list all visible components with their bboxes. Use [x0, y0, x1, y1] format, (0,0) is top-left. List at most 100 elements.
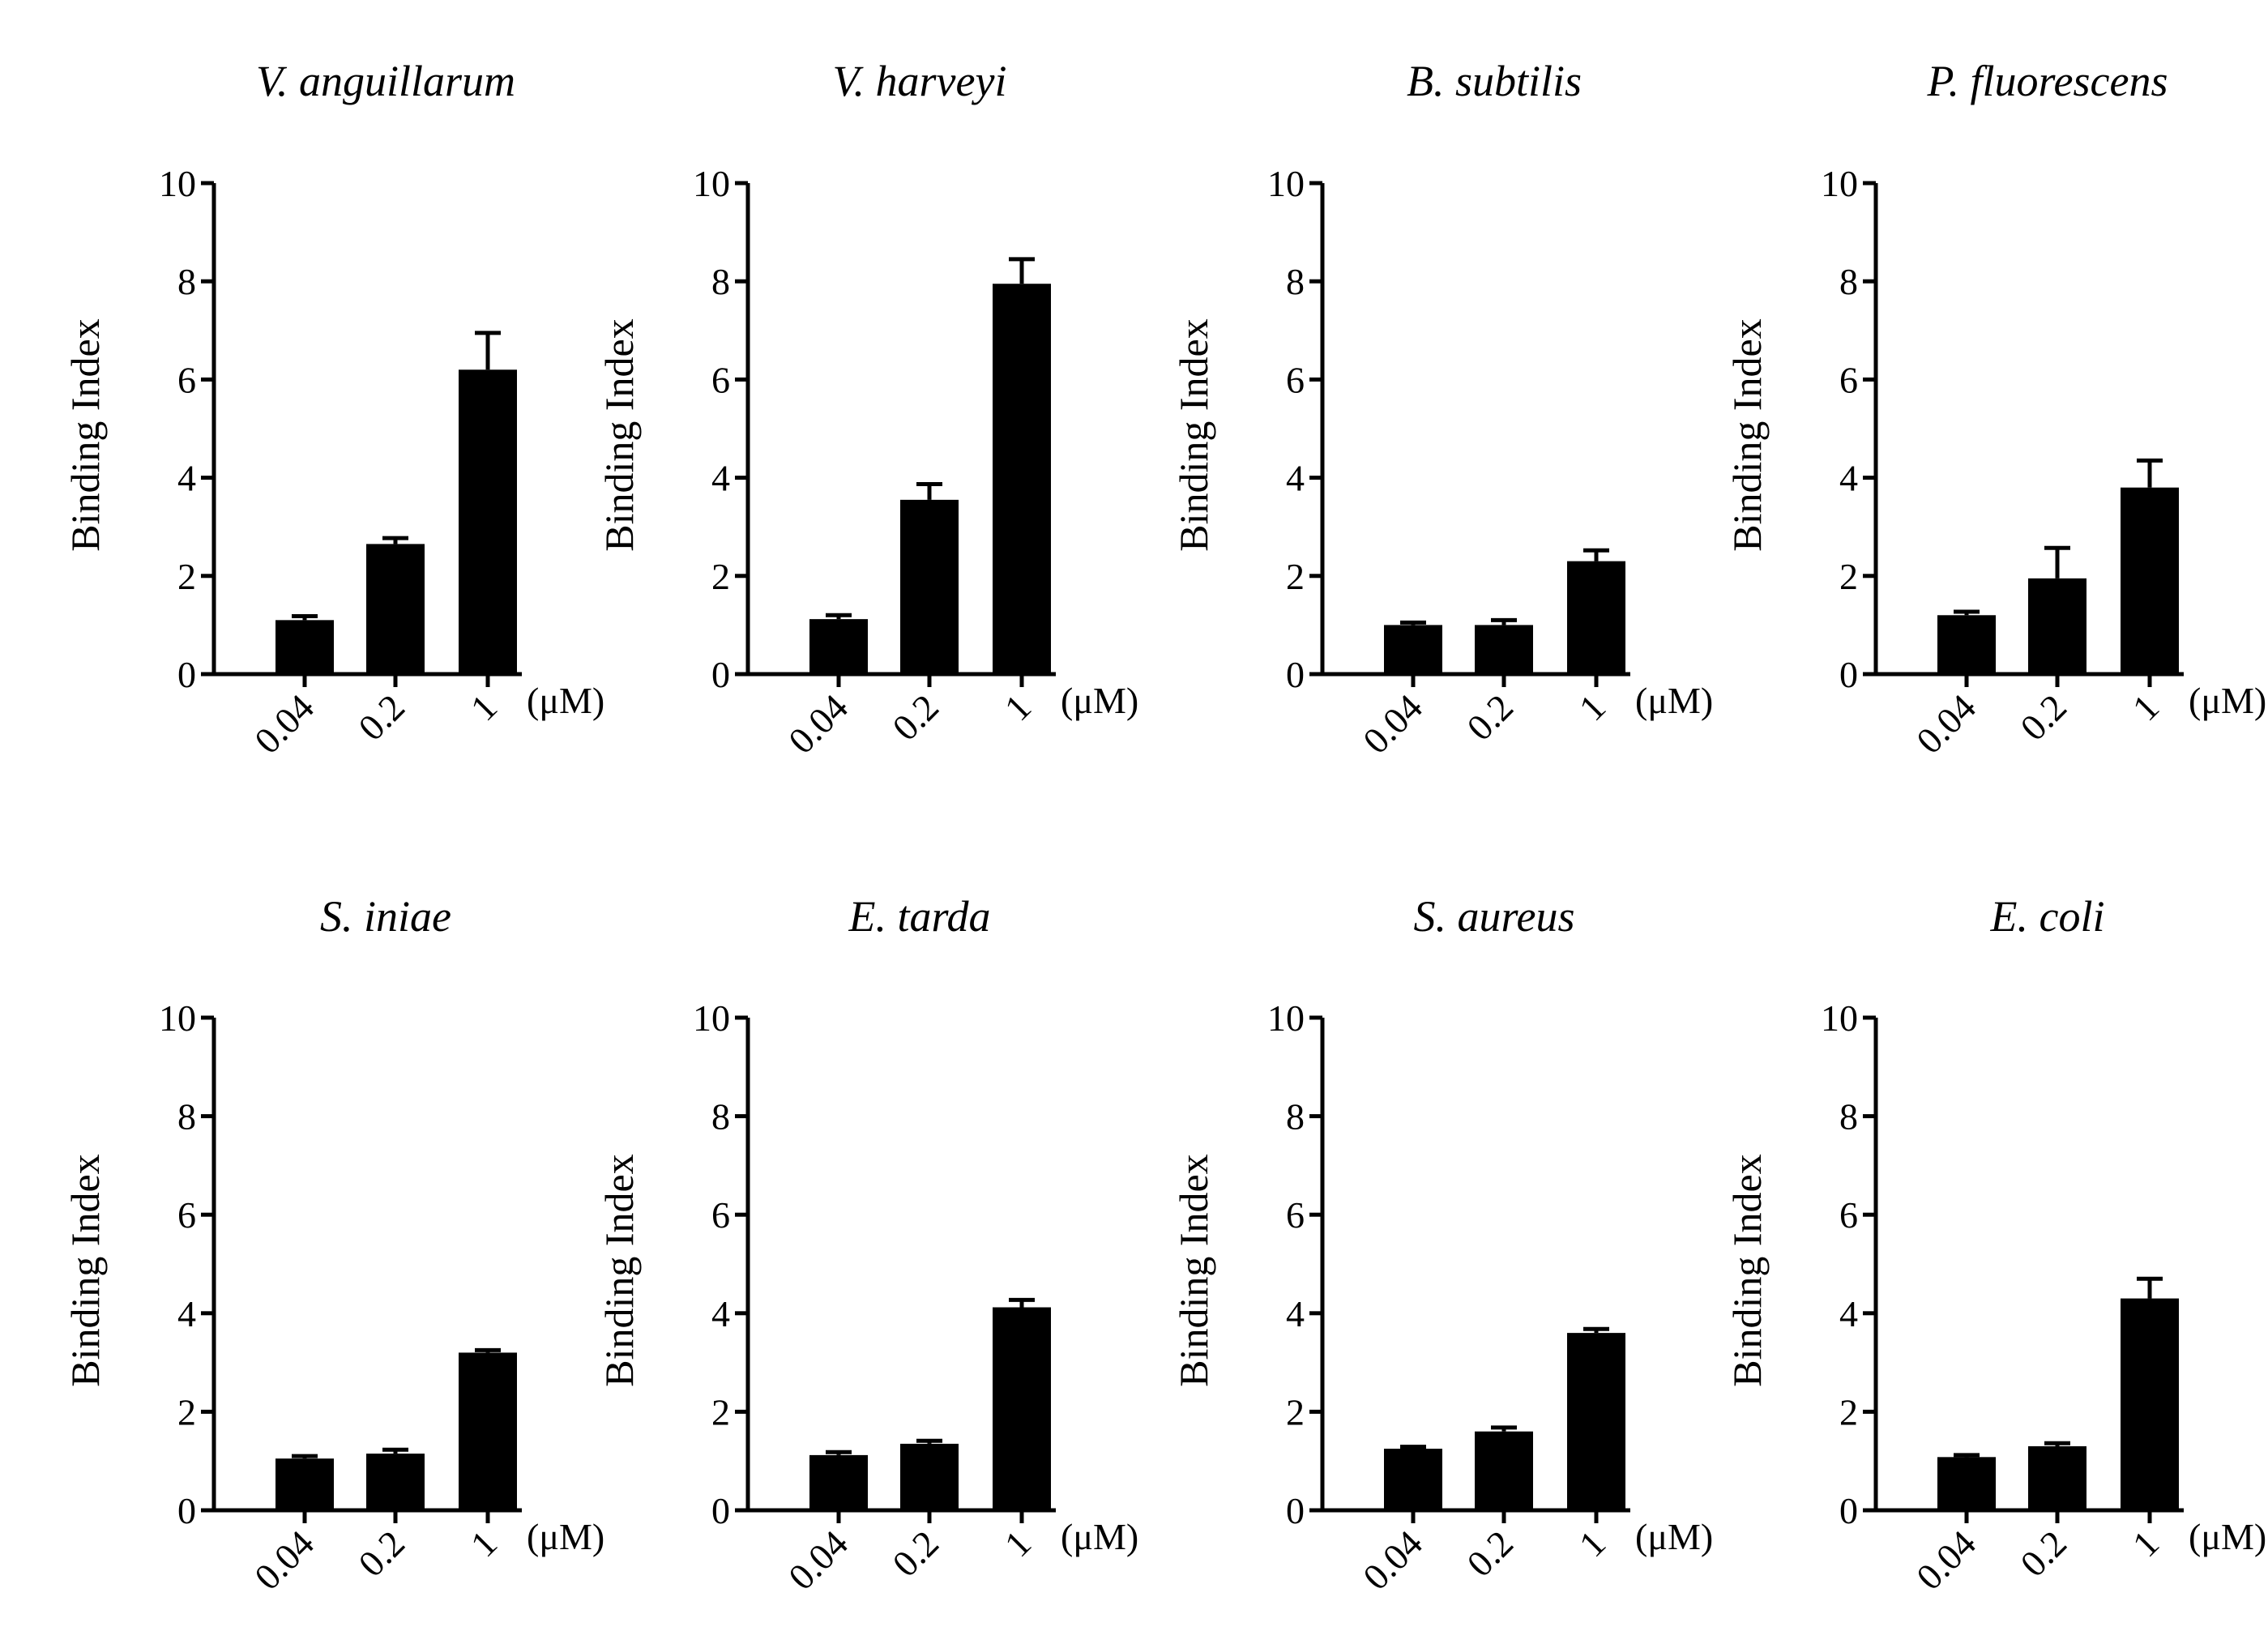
x-unit-label: (μM)	[527, 680, 604, 721]
y-tick-label: 4	[1839, 1293, 1858, 1334]
y-axis-label: Binding Index	[596, 1154, 642, 1386]
chart-title: P. fluorescens	[1927, 57, 2168, 105]
bar-0.04	[275, 1458, 334, 1510]
bar-1	[993, 1307, 1051, 1510]
x-unit-label: (μM)	[1635, 680, 1713, 721]
bar-0.2	[2028, 578, 2086, 674]
y-tick-label: 10	[1821, 163, 1858, 204]
x-tick-label: 1	[463, 1522, 505, 1565]
y-tick-label: 2	[1839, 1391, 1858, 1432]
y-tick-label: 0	[711, 654, 730, 695]
x-tick-label: 0.04	[780, 1522, 856, 1598]
y-tick-label: 8	[1839, 1096, 1858, 1138]
y-tick-label: 10	[1267, 163, 1305, 204]
bar-1	[459, 1352, 517, 1510]
chart-title: E. tarda	[848, 892, 991, 941]
x-unit-label: (μM)	[2189, 680, 2266, 721]
x-tick-label: 0.2	[350, 1522, 412, 1585]
y-axis-label: Binding Index	[596, 318, 642, 551]
x-unit-label: (μM)	[1061, 680, 1138, 721]
y-tick-label: 0	[1286, 1490, 1305, 1531]
y-tick-label: 10	[159, 997, 196, 1039]
y-axis-label: Binding Index	[1171, 1154, 1216, 1386]
chart-panel-2: B. subtilis 0 2 4 6 8 10 Binding Index 0.04 0.2 1 (…	[1171, 57, 1713, 762]
y-tick-label: 0	[1839, 654, 1858, 695]
y-tick-label: 2	[711, 1391, 730, 1432]
x-unit-label: (μM)	[1061, 1516, 1138, 1557]
y-tick-label: 4	[711, 458, 730, 499]
bar-1	[2121, 487, 2179, 674]
y-axis-label: Binding Index	[1724, 1154, 1770, 1386]
x-tick-label: 1	[1571, 686, 1613, 728]
x-tick-label: 0.04	[246, 1522, 322, 1598]
y-tick-label: 4	[1286, 458, 1305, 499]
y-tick-label: 6	[711, 359, 730, 400]
y-tick-label: 6	[1839, 1194, 1858, 1236]
x-tick-label: 0.2	[2012, 686, 2074, 749]
y-axis-label: Binding Index	[62, 1154, 108, 1386]
chart-panel-3: P. fluorescens 0 2 4 6 8 10 Binding Index 0.04 0.…	[1724, 57, 2266, 762]
bar-0.2	[900, 499, 959, 674]
y-tick-label: 2	[1839, 556, 1858, 597]
x-unit-label: (μM)	[2189, 1516, 2266, 1557]
x-tick-label: 0.2	[884, 686, 946, 749]
y-tick-label: 6	[1286, 359, 1305, 400]
chart-title: B. subtilis	[1407, 57, 1582, 105]
x-tick-label: 0.2	[884, 1522, 946, 1585]
y-tick-label: 8	[711, 1096, 730, 1138]
y-tick-label: 2	[1286, 556, 1305, 597]
bar-0.2	[1475, 625, 1533, 674]
bar-0.04	[809, 619, 868, 674]
chart-title: S. aureus	[1414, 892, 1575, 941]
x-tick-label: 1	[2125, 1522, 2167, 1565]
y-tick-label: 10	[693, 997, 730, 1039]
y-tick-label: 6	[177, 1194, 196, 1236]
x-tick-label: 0.04	[1908, 1522, 1984, 1598]
x-tick-label: 1	[463, 686, 505, 728]
x-tick-label: 0.04	[780, 686, 856, 762]
y-tick-label: 8	[1839, 261, 1858, 302]
chart-panel-1: V. harveyi 0 2 4 6 8 10 Binding Index 0.04 0.2 1 (μ…	[596, 57, 1138, 762]
bar-0.04	[1937, 615, 1996, 674]
y-tick-label: 0	[177, 1490, 196, 1531]
y-tick-label: 0	[1286, 654, 1305, 695]
chart-title: E. coli	[1990, 892, 2105, 941]
y-tick-label: 6	[711, 1194, 730, 1236]
y-tick-label: 6	[1839, 359, 1858, 400]
x-unit-label: (μM)	[1635, 1516, 1713, 1557]
y-tick-label: 10	[1267, 997, 1305, 1039]
bar-0.04	[809, 1454, 868, 1510]
y-tick-label: 4	[1286, 1293, 1305, 1334]
y-axis-label: Binding Index	[62, 318, 108, 551]
y-tick-label: 10	[693, 163, 730, 204]
x-tick-label: 0.2	[2012, 1522, 2074, 1585]
y-tick-label: 4	[711, 1293, 730, 1334]
y-tick-label: 2	[711, 556, 730, 597]
bar-1	[1567, 561, 1625, 674]
bar-0.2	[366, 544, 425, 674]
chart-panel-7: E. coli 0 2 4 6 8 10 Binding Index 0.04 0.2 1 (μM)	[1724, 892, 2266, 1598]
y-tick-label: 2	[1286, 1391, 1305, 1432]
y-tick-label: 8	[1286, 261, 1305, 302]
chart-panel-5: E. tarda 0 2 4 6 8 10 Binding Index 0.04 0.2 1 (μM)	[596, 892, 1138, 1598]
y-tick-label: 10	[159, 163, 196, 204]
y-axis-label: Binding Index	[1171, 318, 1216, 551]
y-axis-label: Binding Index	[1724, 318, 1770, 551]
x-tick-label: 1	[1571, 1522, 1613, 1565]
y-tick-label: 6	[177, 359, 196, 400]
bar-0.04	[275, 620, 334, 674]
x-tick-label: 0.04	[246, 686, 322, 762]
y-tick-label: 8	[177, 261, 196, 302]
y-tick-label: 8	[1286, 1096, 1305, 1138]
bar-1	[2121, 1298, 2179, 1510]
y-tick-label: 4	[177, 458, 196, 499]
y-tick-label: 6	[1286, 1194, 1305, 1236]
x-tick-label: 0.04	[1355, 686, 1430, 762]
x-unit-label: (μM)	[527, 1516, 604, 1557]
x-tick-label: 0.2	[1459, 686, 1521, 749]
x-tick-label: 0.2	[350, 686, 412, 749]
bar-0.2	[900, 1443, 959, 1510]
y-tick-label: 0	[711, 1490, 730, 1531]
chart-title: V. harveyi	[833, 57, 1007, 105]
